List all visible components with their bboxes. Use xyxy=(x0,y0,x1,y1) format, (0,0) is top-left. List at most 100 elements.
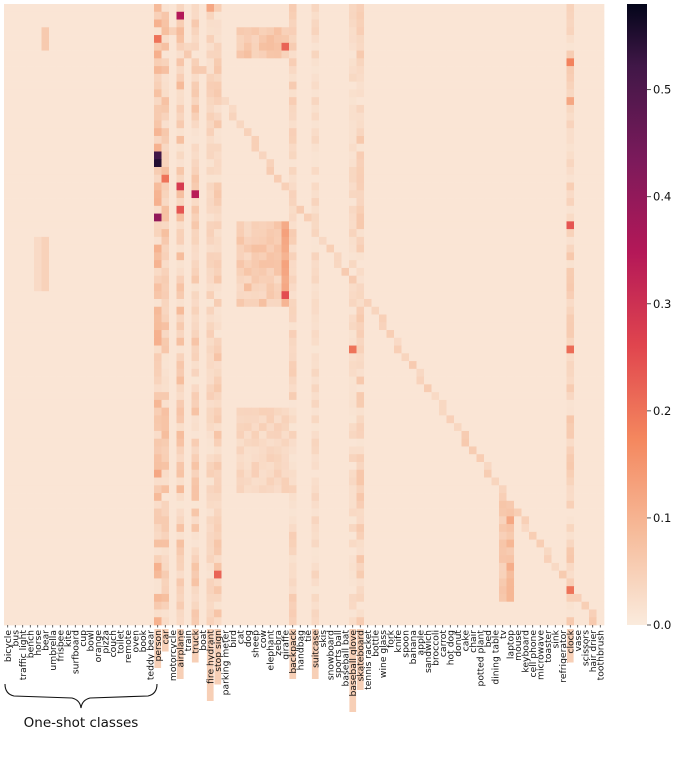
heatmap-cell xyxy=(409,167,417,176)
heatmap-cell xyxy=(499,128,507,137)
heatmap-cell xyxy=(499,244,507,253)
heatmap-cell xyxy=(394,151,402,160)
heatmap-cell xyxy=(521,143,530,152)
heatmap-cell xyxy=(484,252,492,261)
heatmap-cell xyxy=(236,81,245,90)
heatmap-cell xyxy=(244,267,252,277)
heatmap-cell xyxy=(401,423,410,432)
heatmap-cell xyxy=(94,50,102,59)
heatmap-cell xyxy=(446,438,455,447)
heatmap-cell xyxy=(491,50,500,59)
heatmap-cell xyxy=(371,337,380,346)
heatmap-cell xyxy=(221,151,230,160)
heatmap-cell xyxy=(56,143,65,152)
heatmap-cell xyxy=(229,430,237,440)
heatmap-cell xyxy=(431,298,440,308)
heatmap-cell xyxy=(401,35,410,44)
heatmap-cell xyxy=(281,11,290,20)
heatmap-cell xyxy=(289,89,297,98)
heatmap-cell xyxy=(11,438,20,447)
heatmap-cell xyxy=(581,314,590,323)
heatmap-cell xyxy=(424,267,432,277)
heatmap-cell xyxy=(79,454,87,463)
heatmap-cell xyxy=(416,454,425,463)
heatmap-cell xyxy=(356,27,365,36)
heatmap-cell xyxy=(544,399,552,408)
heatmap-cell xyxy=(439,174,447,183)
heatmap-cell xyxy=(506,469,515,478)
heatmap-cell xyxy=(176,469,185,478)
heatmap-cell xyxy=(394,167,402,176)
heatmap-cell xyxy=(259,35,267,44)
heatmap-cell xyxy=(341,306,350,315)
heatmap-cell xyxy=(139,423,147,432)
heatmap-cell xyxy=(4,361,12,370)
heatmap-cell xyxy=(139,368,147,377)
heatmap-cell xyxy=(56,306,65,315)
heatmap-cell xyxy=(176,190,185,199)
heatmap-cell xyxy=(379,205,387,214)
heatmap-cell xyxy=(386,151,395,160)
heatmap-cell xyxy=(446,446,455,455)
heatmap-cell xyxy=(506,330,515,339)
heatmap-cell xyxy=(289,167,297,176)
heatmap-cell xyxy=(484,469,492,478)
heatmap-cell xyxy=(326,81,335,90)
heatmap-cell xyxy=(154,298,162,308)
heatmap-cell xyxy=(214,104,222,114)
heatmap-cell xyxy=(371,143,380,152)
heatmap-cell xyxy=(461,128,470,137)
heatmap-cell xyxy=(221,415,230,424)
heatmap-cell xyxy=(64,120,72,129)
heatmap-cell xyxy=(386,306,395,315)
heatmap-cell xyxy=(221,469,230,478)
heatmap-cell xyxy=(536,198,545,207)
heatmap-cell xyxy=(581,97,590,106)
heatmap-cell xyxy=(416,159,425,168)
heatmap-cell xyxy=(416,89,425,98)
heatmap-cell xyxy=(311,361,320,370)
heatmap-cell xyxy=(146,298,155,308)
heatmap-cell xyxy=(334,384,342,393)
heatmap-cell xyxy=(416,120,425,129)
heatmap-cell xyxy=(589,4,597,13)
heatmap-cell xyxy=(251,461,260,471)
heatmap-cell xyxy=(401,244,410,253)
heatmap-cell xyxy=(11,66,20,75)
heatmap-cell xyxy=(566,198,575,207)
heatmap-cell xyxy=(581,438,590,447)
heatmap-cell xyxy=(296,42,305,51)
heatmap-cell xyxy=(394,392,402,401)
heatmap-cell xyxy=(424,174,432,183)
heatmap-cell xyxy=(349,112,357,121)
heatmap-cell xyxy=(506,454,515,463)
heatmap-cell xyxy=(469,283,477,292)
heatmap-cell xyxy=(244,392,252,401)
heatmap-cell xyxy=(56,50,65,59)
heatmap-cell xyxy=(79,415,87,424)
heatmap-cell xyxy=(116,252,125,261)
heatmap-cell xyxy=(191,345,200,354)
heatmap-cell xyxy=(236,477,245,486)
heatmap-cell xyxy=(221,167,230,176)
heatmap-cell xyxy=(566,399,575,408)
heatmap-cell xyxy=(206,120,215,129)
heatmap-cell xyxy=(34,361,42,370)
heatmap-cell xyxy=(19,399,27,408)
heatmap-cell xyxy=(334,415,342,424)
heatmap-cell xyxy=(281,42,290,51)
heatmap-cell xyxy=(431,143,440,152)
heatmap-cell xyxy=(386,135,395,145)
heatmap-cell xyxy=(4,58,12,67)
heatmap-cell xyxy=(176,430,185,440)
heatmap-cell xyxy=(139,477,147,486)
heatmap-cell xyxy=(79,314,87,323)
heatmap-cell xyxy=(566,151,575,160)
heatmap-cell xyxy=(484,182,492,191)
heatmap-cell xyxy=(484,306,492,315)
heatmap-cell xyxy=(214,205,222,214)
heatmap-cell xyxy=(454,58,462,67)
heatmap-cell xyxy=(461,298,470,308)
heatmap-cell xyxy=(454,205,462,214)
heatmap-cell xyxy=(124,97,132,106)
